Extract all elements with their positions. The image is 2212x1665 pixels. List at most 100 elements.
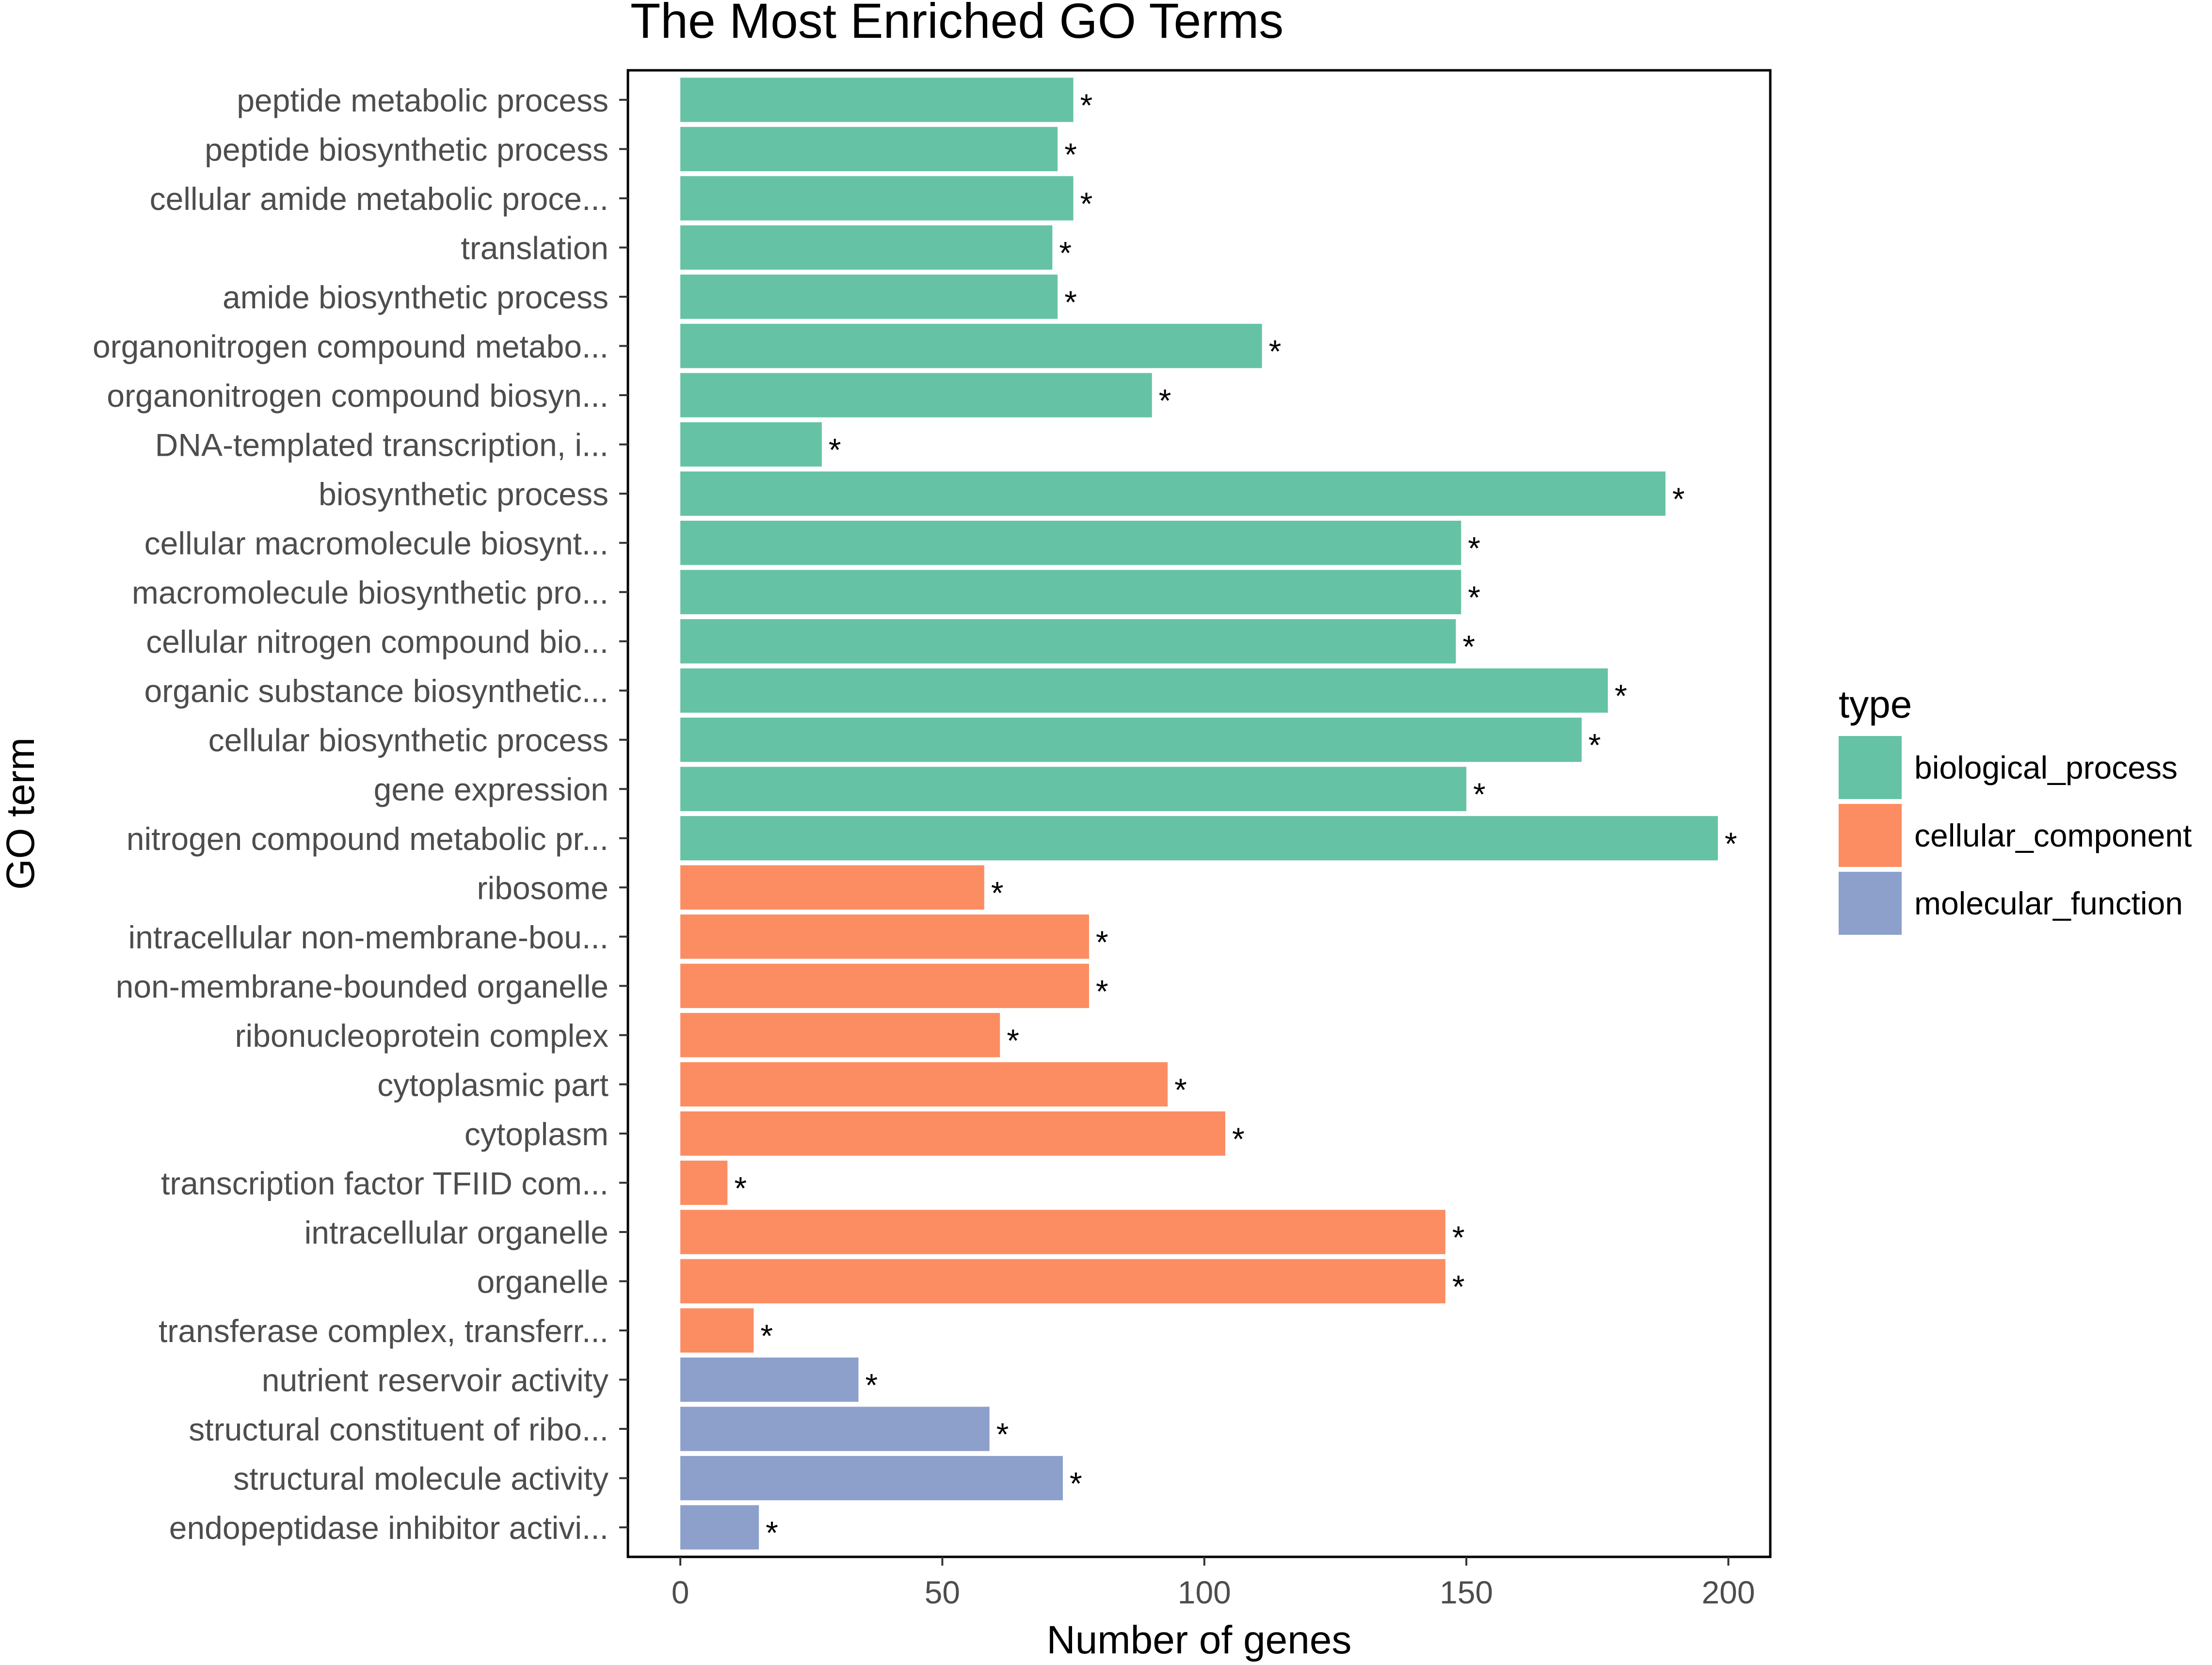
bar-significance-marker: * [1064,284,1077,320]
bar-significance-marker: * [1232,1121,1245,1157]
bar-23 [680,1160,728,1205]
bar-15 [680,767,1467,811]
bar-17 [680,865,984,910]
y-tick-label: organonitrogen compound metabo... [93,329,609,365]
y-tick-labels: peptide metabolic process peptide biosynt… [93,82,628,1546]
legend-swatch-cellular-component [1839,804,1902,867]
bar-significance-marker: * [991,875,1004,911]
bar-significance-marker: * [760,1318,773,1354]
y-axis-title: GO term [0,737,43,890]
legend: type biological_process cellular_componen… [1839,683,2192,935]
bar-significance-marker: * [1468,530,1480,566]
bar-significance-marker: * [734,1170,747,1206]
y-tick-label: cellular biosynthetic process [208,722,609,758]
y-tick-label: organic substance biosynthetic... [144,673,609,709]
bar-12 [680,619,1456,664]
y-tick-label: structural constituent of ribo... [189,1411,609,1447]
y-tick-label: structural molecule activity [233,1461,609,1497]
bar-significance-marker: * [1096,924,1108,960]
legend-label: molecular_function [1914,885,2183,921]
bar-significance-marker: * [1588,727,1601,763]
legend-label: biological_process [1914,750,2178,785]
bar-8 [680,422,822,467]
y-tick-label: amide biosynthetic process [223,279,609,315]
bar-28 [680,1407,990,1451]
y-tick-label: translation [461,230,609,266]
bar-29 [680,1456,1063,1501]
bar-24 [680,1210,1445,1254]
bar-significance-marker: * [1473,776,1486,812]
y-tick-label: non-membrane-bounded organelle [116,968,609,1004]
y-tick-label: transcription factor TFIID com... [161,1165,609,1201]
bar-significance-marker: * [996,1416,1009,1452]
bar-9 [680,471,1666,516]
bar-16 [680,816,1718,861]
bar-2 [680,127,1058,172]
bar-significance-marker: * [766,1515,778,1551]
bar-14 [680,718,1582,762]
x-tick-label: 100 [1178,1574,1231,1610]
x-axis-title: Number of genes [1046,1618,1351,1662]
y-tick-label: nutrient reservoir activity [262,1362,609,1398]
bar-significance-marker: * [1080,186,1093,222]
y-tick-label: peptide metabolic process [237,82,609,118]
bar-27 [680,1357,859,1402]
chart-title: The Most Enriched GO Terms [630,0,1283,48]
bar-significance-marker: * [1615,678,1627,714]
bar-significance-marker: * [1452,1268,1465,1304]
bar-1 [680,78,1074,122]
plot-panel-border [626,69,1772,1558]
bar-significance-marker: * [1725,826,1737,862]
y-tick-label: cytoplasm [465,1116,609,1152]
bar-26 [680,1308,754,1353]
bar-significance-marker: * [1672,481,1685,517]
y-tick-label: nitrogen compound metabolic pr... [127,821,609,857]
bar-significance-marker: * [1064,136,1077,172]
y-tick-label: endopeptidase inhibitor activi... [169,1510,609,1546]
y-tick-label: transferase complex, transferr... [159,1313,609,1349]
bar-significance-marker: * [1269,334,1282,369]
y-tick-label: macromolecule biosynthetic pro... [132,575,609,610]
y-tick-label: cellular macromolecule biosynt... [144,526,609,561]
x-tick-label: 150 [1440,1574,1493,1610]
bars-layer: ****************************** [680,78,1737,1551]
bar-18 [680,914,1090,959]
bar-significance-marker: * [1452,1219,1465,1255]
bar-significance-marker: * [1096,973,1108,1009]
bar-significance-marker: * [866,1367,878,1403]
bar-significance-marker: * [1463,629,1475,665]
legend-swatch-molecular-function [1839,872,1902,935]
y-tick-label: peptide biosynthetic process [205,131,609,167]
y-tick-label: intracellular non-membrane-bou... [128,919,609,955]
x-tick-label: 50 [925,1574,960,1610]
legend-label: cellular_component [1914,817,2192,853]
bar-5 [680,274,1058,319]
y-tick-label: biosynthetic process [319,476,609,512]
x-tick-label: 200 [1701,1574,1755,1610]
bar-significance-marker: * [1059,235,1072,271]
y-tick-label: ribonucleoprotein complex [235,1018,609,1054]
bar-6 [680,323,1262,368]
bar-11 [680,570,1461,614]
bar-significance-marker: * [1159,383,1171,418]
bar-significance-marker: * [1070,1466,1082,1502]
bar-10 [680,520,1461,565]
bar-20 [680,1013,1000,1057]
bar-22 [680,1111,1226,1156]
bar-19 [680,963,1090,1009]
y-tick-label: organonitrogen compound biosyn... [107,378,609,414]
bar-3 [680,176,1074,221]
bar-7 [680,373,1152,417]
x-tick-label: 0 [672,1574,689,1610]
bar-4 [680,225,1053,270]
y-tick-label: gene expression [374,771,609,807]
bar-significance-marker: * [1080,87,1093,123]
y-tick-label: ribosome [477,870,609,906]
y-tick-label: cellular nitrogen compound bio... [146,624,609,660]
legend-swatch-biological-process [1839,736,1902,799]
bar-significance-marker: * [1468,579,1480,615]
bar-significance-marker: * [1007,1023,1019,1058]
y-tick-label: intracellular organelle [305,1215,609,1250]
legend-title: type [1839,683,1912,726]
bar-21 [680,1062,1168,1107]
